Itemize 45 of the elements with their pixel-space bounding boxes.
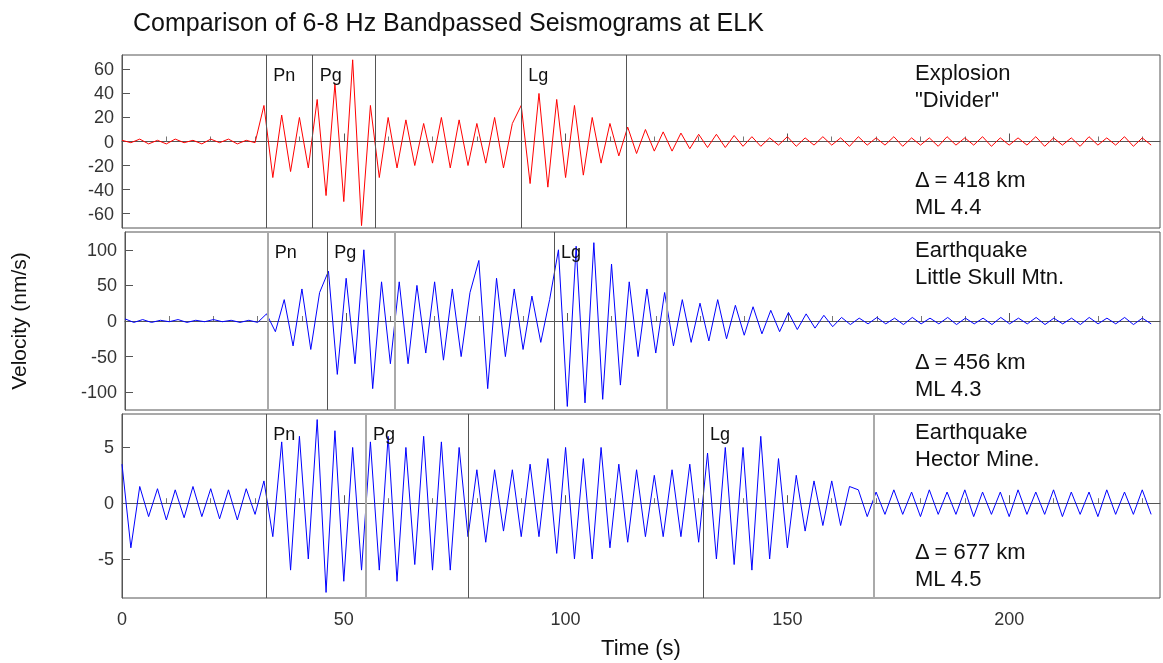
y-axis-title: Velocity (nm/s) bbox=[7, 252, 30, 390]
x-axis-title: Time (s) bbox=[601, 634, 681, 660]
y-tick-label: 0 bbox=[103, 131, 114, 152]
annotation: Earthquake bbox=[915, 418, 1028, 444]
ref-line-label: Pg bbox=[334, 242, 357, 262]
ref-line-label: Pn bbox=[273, 65, 296, 85]
annotation: Earthquake bbox=[915, 236, 1028, 262]
annotation: Δ = 418 km bbox=[915, 166, 1026, 192]
y-tick-label: 20 bbox=[93, 107, 114, 128]
y-tick-label: -100 bbox=[80, 382, 117, 403]
line-series bbox=[124, 242, 1152, 407]
annotation: ML 4.5 bbox=[915, 565, 982, 591]
y-tick-label: -20 bbox=[87, 155, 114, 176]
ref-line-label: Pn bbox=[274, 242, 297, 262]
ref-line-label: Pg bbox=[372, 424, 396, 444]
x-tick-label: 100 bbox=[550, 609, 581, 629]
annotation: Explosion bbox=[915, 59, 1011, 85]
y-tick-label: 0 bbox=[106, 311, 117, 331]
ref-line-label: Pn bbox=[273, 424, 296, 444]
annotation: Δ = 677 km bbox=[915, 538, 1026, 564]
y-tick-label: 50 bbox=[96, 275, 117, 296]
annotation: ML 4.3 bbox=[915, 375, 982, 401]
ref-line-label: Lg bbox=[528, 65, 549, 85]
x-tick-label: 150 bbox=[772, 609, 803, 629]
chart-title: Comparison of 6-8 Hz Bandpassed Seismograms at ELK bbox=[133, 7, 765, 36]
y-tick-label: 60 bbox=[93, 59, 114, 80]
ref-line-label: Pg bbox=[319, 65, 342, 85]
annotation: "Divider" bbox=[915, 86, 1000, 112]
x-tick-label: 200 bbox=[994, 609, 1025, 629]
y-tick-label: -5 bbox=[97, 548, 114, 569]
y-tick-label: -50 bbox=[90, 346, 117, 367]
y-tick-label: 5 bbox=[103, 437, 114, 458]
y-tick-label: 100 bbox=[86, 239, 117, 260]
annotation: Hector Mine. bbox=[915, 445, 1040, 471]
x-tick-label: 50 bbox=[333, 609, 354, 629]
annotation: ML 4.4 bbox=[915, 193, 982, 219]
y-tick-label: -60 bbox=[87, 203, 114, 224]
line-series bbox=[121, 419, 1152, 593]
line-series bbox=[121, 59, 1152, 227]
ref-line-label: Lg bbox=[710, 424, 731, 444]
annotation: Little Skull Mtn. bbox=[915, 263, 1065, 289]
y-tick-label: 40 bbox=[93, 83, 114, 104]
y-tick-label: 0 bbox=[103, 493, 114, 514]
annotation: Δ = 456 km bbox=[915, 348, 1026, 374]
y-tick-label: -40 bbox=[87, 179, 114, 200]
